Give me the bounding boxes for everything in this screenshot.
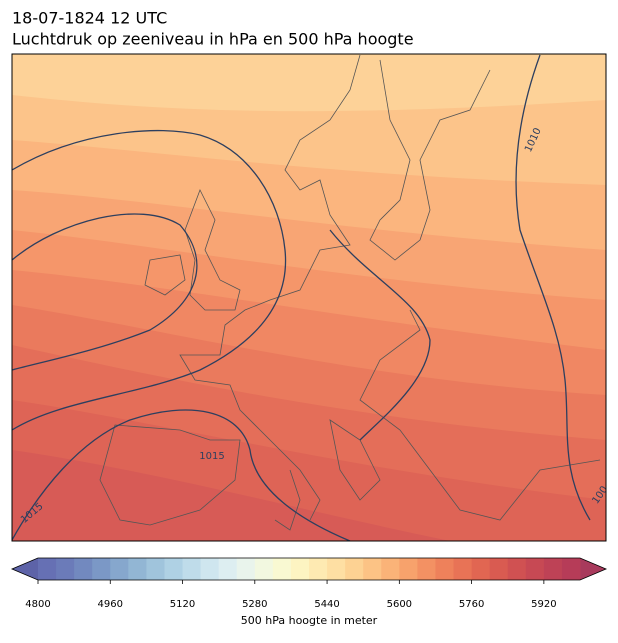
colorbar-segment bbox=[38, 558, 57, 580]
colorbar-segment bbox=[254, 558, 274, 580]
colorbar-segment bbox=[507, 558, 527, 580]
contour-label: 1015 bbox=[199, 451, 224, 462]
colorbar-segment bbox=[381, 558, 400, 580]
colorbar-segment bbox=[200, 558, 220, 580]
colorbar-segment bbox=[525, 558, 545, 580]
height-band bbox=[12, 450, 450, 541]
colorbar-segment bbox=[345, 558, 364, 580]
colorbar-segment bbox=[327, 558, 346, 580]
colorbar-segment bbox=[236, 558, 256, 580]
colorbar-segment bbox=[435, 558, 455, 580]
map-title: Luchtdruk op zeeniveau in hPa en 500 hPa… bbox=[12, 30, 414, 49]
colorbar-segment bbox=[272, 558, 292, 580]
colorbar-segment bbox=[290, 558, 310, 580]
map-frame bbox=[11, 53, 607, 542]
colorbar-tick-label: 5760 bbox=[459, 599, 484, 610]
colorbar-over bbox=[580, 558, 606, 580]
colorbar-tick-label: 5280 bbox=[242, 599, 267, 610]
colorbar-tick-label: 5120 bbox=[170, 599, 195, 610]
colorbar-segment bbox=[92, 558, 111, 580]
colorbar-segment bbox=[128, 558, 147, 580]
colorbar-segment bbox=[56, 558, 75, 580]
colorbar-tick-label: 5920 bbox=[531, 599, 556, 610]
colorbar-segment bbox=[218, 558, 238, 580]
colorbar-segment bbox=[74, 558, 93, 580]
colorbar-segment bbox=[110, 558, 129, 580]
colorbar-tick-label: 4800 bbox=[25, 599, 50, 610]
coastlines bbox=[99, 54, 601, 531]
colorbar-segment bbox=[489, 558, 509, 580]
colorbar-tick-label: 5440 bbox=[314, 599, 339, 610]
colorbar-label: 500 hPa hoogte in meter bbox=[241, 614, 378, 627]
colorbar-segment bbox=[543, 558, 563, 580]
colorbar-segment bbox=[417, 558, 436, 580]
colorbar-segment bbox=[164, 558, 184, 580]
isobars bbox=[12, 54, 591, 541]
colorbar-segment bbox=[453, 558, 473, 580]
colorbar-segment bbox=[471, 558, 491, 580]
colorbar-segment bbox=[146, 558, 165, 580]
colorbar-outline bbox=[10, 557, 608, 581]
colorbar-tick-label: 4960 bbox=[98, 599, 123, 610]
colorbar-tick-label: 5600 bbox=[387, 599, 412, 610]
colorbar-segment bbox=[363, 558, 382, 580]
colorbar-under bbox=[12, 558, 38, 580]
map-date: 18-07-1824 12 UTC bbox=[12, 9, 167, 28]
colorbar-segment bbox=[399, 558, 418, 580]
colorbar-segment bbox=[561, 558, 581, 580]
colorbar-segment bbox=[182, 558, 202, 580]
colorbar-segment bbox=[309, 558, 328, 580]
